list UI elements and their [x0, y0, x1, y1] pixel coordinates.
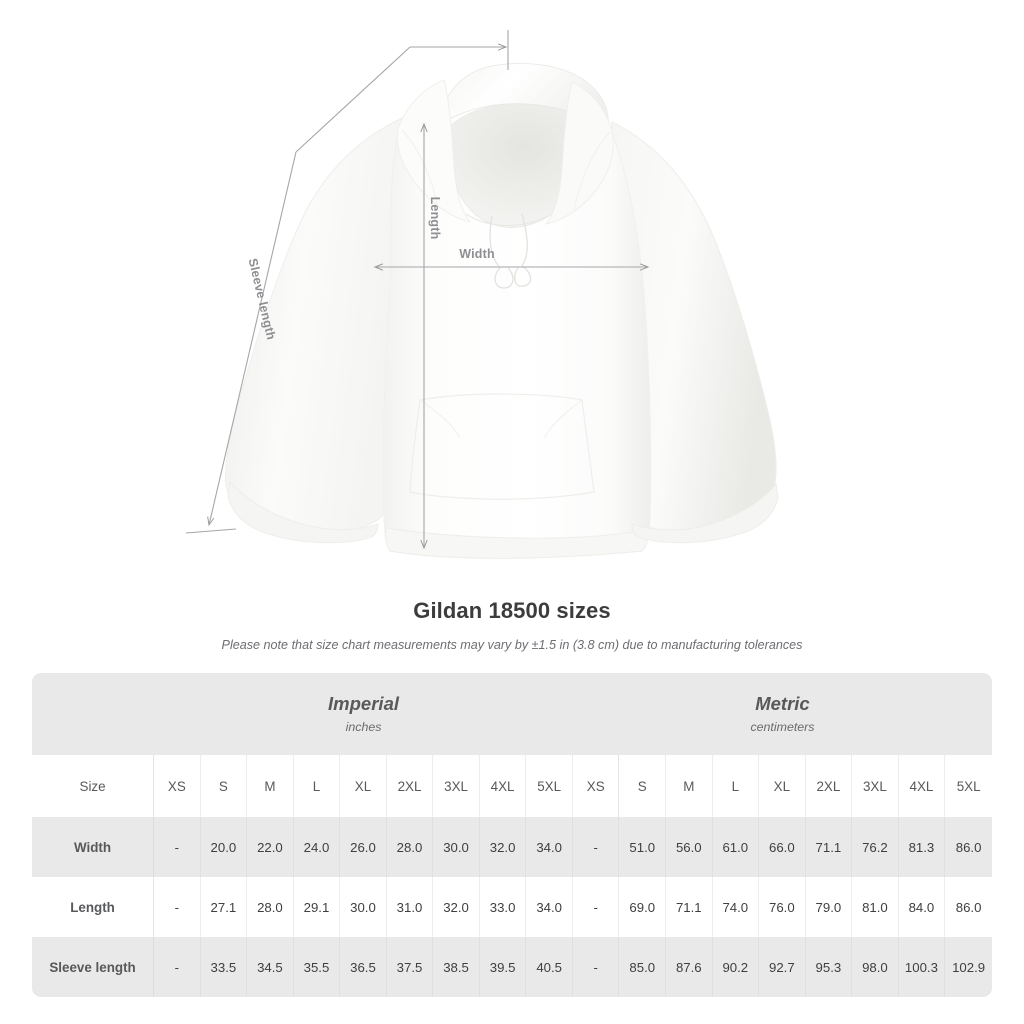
size-header-metric-3xl: 3XL — [852, 755, 899, 817]
size-header-metric-xs: XS — [572, 755, 620, 817]
cell-width-metric-xs: - — [572, 817, 620, 877]
unit-group-imperial: Imperial inches — [154, 673, 573, 755]
cell-sleeve-length-imperial-xs: - — [154, 937, 201, 997]
cell-length-imperial-m: 28.0 — [247, 877, 294, 937]
chart-heading: Gildan 18500 sizes Please note that size… — [0, 596, 1024, 653]
size-header-metric-xl: XL — [759, 755, 806, 817]
cell-width-imperial-l: 24.0 — [293, 817, 341, 877]
cell-length-metric-l: 74.0 — [712, 877, 760, 937]
cell-sleeve-length-metric-l: 90.2 — [712, 937, 760, 997]
cell-width-imperial-3xl: 30.0 — [433, 817, 480, 877]
cell-sleeve-length-imperial-4xl: 39.5 — [479, 937, 527, 997]
cell-width-imperial-2xl: 28.0 — [386, 817, 434, 877]
size-header-metric-l: L — [712, 755, 760, 817]
unit-group-row: Imperial inches Metric centimeters — [32, 673, 992, 755]
cell-width-imperial-xs: - — [154, 817, 201, 877]
size-chart-table: Imperial inches Metric centimeters Size XS S M L… — [32, 673, 992, 997]
cell-width-imperial-xl: 26.0 — [340, 817, 387, 877]
hoodie-illustration: Sleeve length Length Width — [185, 30, 779, 559]
size-header-imperial-4xl: 4XL — [479, 755, 527, 817]
unit-group-unit: centimeters — [750, 719, 815, 734]
cell-width-imperial-s: 20.0 — [200, 817, 248, 877]
table-row: Sleeve length -33.5 34.5 35.5 36.5 37.5 38.5 39… — [32, 937, 992, 997]
page-title: Gildan 18500 sizes — [413, 598, 611, 623]
unit-group-name: Imperial — [328, 692, 399, 714]
cell-width-metric-3xl: 76.2 — [852, 817, 899, 877]
hoodie-garment — [225, 62, 779, 559]
size-header-imperial-m: M — [247, 755, 294, 817]
unit-row-spacer — [32, 673, 155, 755]
size-header-metric-2xl: 2XL — [805, 755, 853, 817]
width-label: Width — [459, 247, 495, 261]
cell-width-metric-5xl: 86.0 — [945, 817, 992, 877]
cell-length-metric-xl: 76.0 — [759, 877, 806, 937]
cell-sleeve-length-metric-3xl: 98.0 — [852, 937, 899, 997]
cell-length-imperial-xl: 30.0 — [340, 877, 387, 937]
size-header-metric-m: M — [666, 755, 713, 817]
cell-length-metric-m: 71.1 — [666, 877, 713, 937]
tolerance-note: Please note that size chart measurements… — [221, 638, 803, 652]
measurement-label-sleeve-length: Sleeve length — [32, 937, 155, 997]
cell-width-metric-2xl: 71.1 — [805, 817, 853, 877]
cell-sleeve-length-imperial-m: 34.5 — [247, 937, 294, 997]
cell-sleeve-length-metric-m: 87.6 — [666, 937, 713, 997]
cell-width-metric-xl: 66.0 — [759, 817, 806, 877]
cell-length-metric-3xl: 81.0 — [852, 877, 899, 937]
cell-sleeve-length-metric-xl: 92.7 — [759, 937, 806, 997]
cell-width-imperial-m: 22.0 — [247, 817, 294, 877]
cell-length-metric-2xl: 79.0 — [805, 877, 853, 937]
table-row: Length -27.1 28.0 29.1 30.0 31.0 32.0 33.0 34.0-… — [32, 877, 992, 937]
table-row: Width -20.0 22.0 24.0 26.0 28.0 30.0 32.0 34.0-5… — [32, 817, 992, 877]
cell-sleeve-length-metric-5xl: 102.9 — [945, 937, 992, 997]
size-header-imperial-2xl: 2XL — [386, 755, 434, 817]
cell-length-metric-4xl: 84.0 — [898, 877, 946, 937]
cell-width-imperial-4xl: 32.0 — [479, 817, 527, 877]
cell-length-imperial-5xl: 34.0 — [526, 877, 573, 937]
cell-length-metric-xs: - — [572, 877, 620, 937]
sleeve-length-dimension — [185, 151, 297, 534]
cell-length-imperial-2xl: 31.0 — [386, 877, 434, 937]
sleeve-top-guide — [295, 30, 509, 153]
size-chart-table-wrapper: Imperial inches Metric centimeters Size XS S M L… — [32, 673, 992, 997]
cell-sleeve-length-metric-xs: - — [572, 937, 620, 997]
size-header-imperial-s: S — [200, 755, 248, 817]
size-header-imperial-l: L — [293, 755, 341, 817]
cell-length-imperial-l: 29.1 — [293, 877, 341, 937]
length-label: Length — [428, 197, 442, 240]
cell-length-imperial-xs: - — [154, 877, 201, 937]
size-header-metric-4xl: 4XL — [898, 755, 946, 817]
cell-width-metric-l: 61.0 — [712, 817, 760, 877]
cell-sleeve-length-metric-s: 85.0 — [619, 937, 667, 997]
cell-sleeve-length-imperial-5xl: 40.5 — [526, 937, 573, 997]
cell-sleeve-length-imperial-s: 33.5 — [200, 937, 248, 997]
unit-group-metric: Metric centimeters — [572, 673, 992, 755]
measurement-label-length: Length — [32, 877, 155, 937]
cell-width-metric-s: 51.0 — [619, 817, 667, 877]
cell-length-metric-5xl: 86.0 — [945, 877, 992, 937]
unit-group-name: Metric — [755, 692, 810, 714]
cell-sleeve-length-imperial-l: 35.5 — [293, 937, 341, 997]
size-header-imperial-5xl: 5XL — [526, 755, 573, 817]
size-header-metric-5xl: 5XL — [945, 755, 992, 817]
size-header-metric-s: S — [619, 755, 667, 817]
unit-group-unit: inches — [345, 719, 382, 734]
cell-length-imperial-4xl: 33.0 — [479, 877, 527, 937]
cell-length-imperial-s: 27.1 — [200, 877, 248, 937]
cell-length-metric-s: 69.0 — [619, 877, 667, 937]
size-header-imperial-xl: XL — [340, 755, 387, 817]
cell-length-imperial-3xl: 32.0 — [433, 877, 480, 937]
cell-sleeve-length-imperial-xl: 36.5 — [340, 937, 387, 997]
cell-sleeve-length-metric-2xl: 95.3 — [805, 937, 853, 997]
size-header-row: Size XS S M L XL 2XL 3XL 4XL 5XL XS S M L XL 2XL 3XL 4XL 5… — [32, 755, 992, 817]
size-header-label: Size — [32, 755, 155, 817]
cell-width-metric-m: 56.0 — [666, 817, 713, 877]
size-header-imperial-3xl: 3XL — [433, 755, 480, 817]
cell-width-imperial-5xl: 34.0 — [526, 817, 573, 877]
measurement-label-width: Width — [32, 817, 155, 877]
cell-sleeve-length-imperial-2xl: 37.5 — [386, 937, 434, 997]
size-header-imperial-xs: XS — [154, 755, 201, 817]
cell-width-metric-4xl: 81.3 — [898, 817, 946, 877]
cell-sleeve-length-imperial-3xl: 38.5 — [433, 937, 480, 997]
cell-sleeve-length-metric-4xl: 100.3 — [898, 937, 946, 997]
